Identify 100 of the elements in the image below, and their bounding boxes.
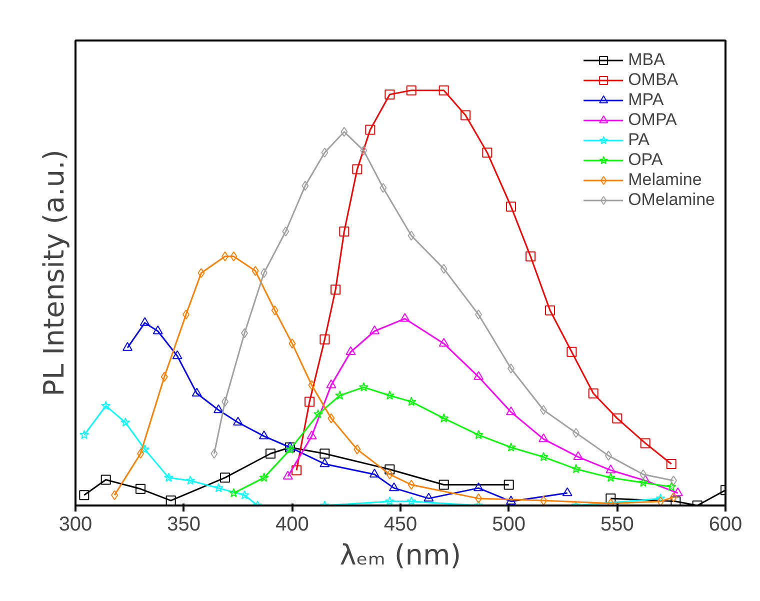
- point: [384, 89, 395, 100]
- x-tick-label: 400: [275, 514, 309, 536]
- point: [506, 406, 516, 416]
- point: [389, 482, 399, 492]
- point: [340, 126, 348, 137]
- point: [562, 487, 572, 496]
- point: [424, 492, 434, 502]
- point: [328, 413, 335, 424]
- point: [233, 416, 243, 426]
- point: [573, 451, 584, 460]
- point: [400, 312, 410, 322]
- point: [566, 346, 577, 357]
- point: [538, 452, 548, 462]
- legend-label: MBA: [628, 50, 665, 70]
- x-tick-label: 600: [708, 514, 742, 536]
- point: [540, 496, 547, 506]
- legend-label: Melamine: [628, 170, 702, 190]
- point: [308, 380, 316, 390]
- point: [406, 85, 416, 96]
- point: [192, 388, 202, 396]
- point: [672, 487, 683, 496]
- point: [354, 444, 361, 454]
- x-axis-title: λₑₘ (nm): [340, 538, 462, 572]
- point: [506, 496, 516, 504]
- point: [506, 202, 516, 212]
- x-tick-label: 300: [58, 514, 92, 536]
- point: [214, 404, 224, 414]
- point: [346, 346, 356, 355]
- point: [638, 478, 648, 487]
- point: [220, 472, 230, 483]
- legend-label: OMBA: [628, 70, 678, 90]
- point: [326, 379, 336, 388]
- point: [406, 396, 416, 406]
- point: [408, 480, 415, 490]
- point: [406, 496, 416, 506]
- point: [474, 430, 484, 440]
- point: [438, 480, 449, 490]
- point: [259, 472, 269, 482]
- point: [166, 496, 176, 506]
- point: [439, 413, 449, 422]
- legend-label: OPA: [628, 150, 663, 170]
- point: [474, 482, 484, 492]
- point: [656, 493, 666, 503]
- point: [120, 417, 130, 427]
- point: [313, 409, 323, 418]
- point: [438, 338, 449, 347]
- point: [321, 148, 328, 158]
- point: [358, 382, 368, 392]
- point: [260, 268, 268, 278]
- point: [252, 266, 259, 276]
- point: [79, 490, 90, 500]
- point: [370, 468, 380, 478]
- point: [282, 226, 290, 236]
- point: [482, 148, 492, 158]
- point: [164, 472, 174, 482]
- point: [339, 226, 350, 236]
- point: [335, 390, 345, 400]
- point: [352, 164, 362, 174]
- point: [266, 448, 276, 459]
- point: [79, 430, 89, 440]
- point: [612, 413, 622, 424]
- point: [384, 496, 394, 506]
- point: [320, 448, 330, 459]
- point: [228, 488, 238, 498]
- point: [292, 465, 302, 476]
- point: [186, 476, 196, 485]
- point: [408, 230, 415, 241]
- point: [259, 430, 269, 440]
- legend-label: OMPA: [628, 110, 677, 130]
- point: [100, 474, 111, 485]
- point: [101, 400, 111, 410]
- point: [460, 110, 470, 120]
- point: [302, 180, 309, 191]
- point: [365, 124, 376, 135]
- point: [474, 371, 484, 380]
- point: [370, 325, 380, 334]
- point: [571, 464, 581, 474]
- point: [271, 305, 278, 316]
- x-tick-label: 350: [167, 514, 201, 536]
- x-tick-label: 550: [600, 514, 634, 536]
- point: [588, 388, 598, 398]
- point: [122, 342, 132, 351]
- point: [666, 482, 676, 491]
- y-axis-title: PL Intensity (a.u.): [38, 150, 70, 396]
- point: [306, 430, 317, 440]
- point: [640, 469, 647, 480]
- point: [545, 305, 555, 316]
- point: [538, 433, 548, 442]
- point: [304, 396, 314, 407]
- point: [198, 268, 205, 278]
- point: [640, 438, 650, 448]
- legend-label: OMelamine: [628, 190, 715, 210]
- point: [288, 338, 296, 349]
- point: [606, 472, 616, 482]
- point: [172, 350, 182, 360]
- point: [606, 464, 616, 474]
- point: [330, 284, 340, 295]
- point: [440, 264, 448, 274]
- point: [240, 490, 250, 500]
- legend-label: PA: [628, 130, 650, 150]
